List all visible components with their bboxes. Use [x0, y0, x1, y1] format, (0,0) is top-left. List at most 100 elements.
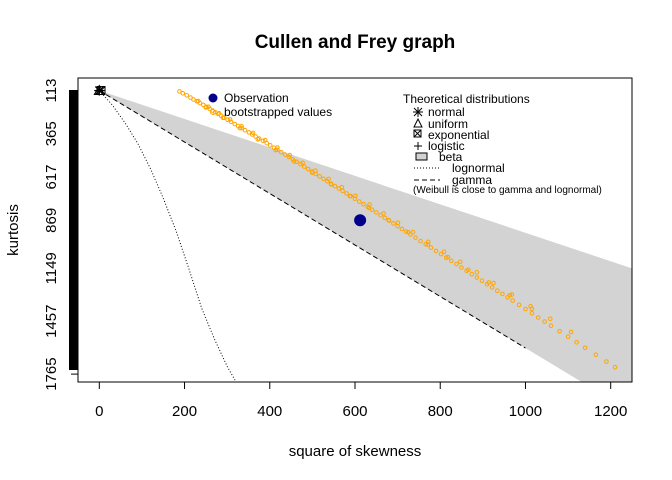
- bootstrap-point: [449, 258, 454, 264]
- bootstrap-legend-icon: [210, 109, 216, 115]
- x-tick-label: 1200: [594, 403, 627, 420]
- bootstrap-point: [279, 149, 284, 155]
- y-tick-label: 113: [43, 79, 60, 103]
- bootstrap-point: [273, 147, 279, 153]
- bootstrap-point: [250, 130, 256, 136]
- x-axis-label: square of skewness: [289, 443, 422, 460]
- bootstrap-point: [237, 125, 243, 131]
- bootstrap-point: [381, 211, 386, 216]
- bootstrap-point: [418, 238, 423, 244]
- bootstrap-point: [523, 306, 528, 312]
- bootstrap-point: [328, 182, 334, 187]
- plus-icon: [414, 142, 422, 150]
- bootstrap-point: [491, 280, 496, 286]
- bootstrap-point: [332, 183, 338, 189]
- bootstrap-point: [459, 265, 464, 270]
- bootstrap-point: [469, 271, 475, 277]
- bootstrap-point: [180, 91, 186, 96]
- bootstrap-point: [425, 242, 431, 247]
- bootstrap-point: [216, 110, 222, 116]
- bootstrap-point: [403, 229, 409, 234]
- bootstrap-point: [262, 137, 268, 143]
- legend-bootstrap-label: bootstrapped values: [224, 105, 332, 119]
- legend-exponential-label: exponential: [428, 128, 489, 142]
- bootstrap-point: [474, 275, 480, 280]
- triangle-icon: [413, 117, 423, 128]
- bootstrap-point: [395, 220, 401, 225]
- legend-left: Observation bootstrapped values: [208, 91, 332, 119]
- bootstrap-point: [516, 302, 522, 308]
- x-tick-label: 1000: [509, 403, 542, 420]
- bootstrap-point: [542, 319, 547, 324]
- y-tick-label: 1149: [43, 252, 60, 284]
- bootstrap-point: [339, 184, 345, 190]
- y-tick-label: 1765: [43, 357, 60, 390]
- bootstrap-point: [507, 293, 513, 298]
- beta-region-layer: [99, 90, 633, 383]
- x-axis: 0 200 400 600 800 1000 1200: [95, 381, 627, 420]
- bootstrap-point: [565, 334, 571, 340]
- bootstrap-point: [438, 251, 444, 257]
- bootstrap-point: [203, 105, 209, 110]
- y-tick-label: 617: [43, 165, 60, 190]
- y-axis-bar: [69, 90, 78, 370]
- bootstrap-point: [347, 193, 353, 199]
- legend-right: Theoretical distributions normal uniform…: [403, 92, 602, 196]
- bootstrap-point: [191, 97, 196, 102]
- bootstrap-point: [282, 152, 288, 157]
- bootstrap-point: [489, 285, 495, 290]
- bootstrap-point: [232, 121, 238, 127]
- bootstrap-point: [228, 119, 234, 125]
- bootstrap-point: [361, 201, 366, 207]
- bootstrap-point: [260, 138, 266, 144]
- legend-right-title: Theoretical distributions: [403, 92, 530, 106]
- theory-points-layer: [93, 84, 106, 96]
- x-tick-label: 0: [95, 403, 103, 420]
- bootstrap-point: [253, 134, 258, 139]
- bootstrap-point: [495, 288, 500, 294]
- bootstrap-point: [510, 298, 516, 303]
- bootstrap-point: [310, 170, 315, 176]
- bootstrap-point: [317, 174, 322, 179]
- gray-box-icon: [415, 152, 428, 161]
- bootstrap-point: [305, 166, 311, 172]
- bootstrap-point: [242, 127, 248, 133]
- bootstrap-point: [423, 242, 429, 247]
- asterisk-icon: [413, 107, 423, 117]
- x-tick-label: 600: [342, 403, 367, 420]
- bootstrap-point: [291, 159, 297, 164]
- theory-curves-layer: [98, 90, 526, 383]
- bootstrap-point: [294, 159, 299, 165]
- bootstrap-point: [399, 226, 405, 232]
- bootstrap-point: [313, 168, 318, 173]
- bootstrap-point: [406, 230, 411, 235]
- legend-gamma-label: gamma: [452, 173, 492, 187]
- bootstrap-point: [225, 117, 230, 122]
- bootstrap-point: [321, 176, 326, 182]
- chart-title: Cullen and Frey graph: [255, 32, 456, 53]
- bootstrap-point: [474, 270, 480, 275]
- bootstrap-point: [557, 328, 562, 334]
- bootstrap-point: [386, 217, 392, 223]
- boxed-x-icon: [413, 129, 422, 138]
- bootstrap-point: [352, 196, 358, 202]
- bootstrap-point: [466, 267, 471, 273]
- beta-region: [99, 90, 633, 383]
- bootstrap-point: [177, 89, 182, 94]
- bootstrap-point: [535, 315, 541, 320]
- bootstrap-point: [500, 291, 505, 297]
- bootstrap-point: [220, 115, 226, 121]
- bootstrap-point: [458, 259, 463, 265]
- bootstrap-point: [302, 164, 307, 169]
- bootstrap-point: [612, 364, 618, 370]
- bootstrap-point: [206, 104, 211, 110]
- y-axis-label: kurtosis: [5, 204, 22, 256]
- bootstrap-point: [426, 239, 431, 245]
- bootstrap-point: [433, 248, 439, 254]
- bootstrap-point: [326, 176, 331, 182]
- observation-legend-icon: [208, 93, 218, 103]
- bootstrap-point: [246, 130, 252, 135]
- bootstrap-point: [410, 229, 416, 235]
- bootstrap-point: [604, 359, 609, 364]
- bootstrap-point: [382, 215, 388, 221]
